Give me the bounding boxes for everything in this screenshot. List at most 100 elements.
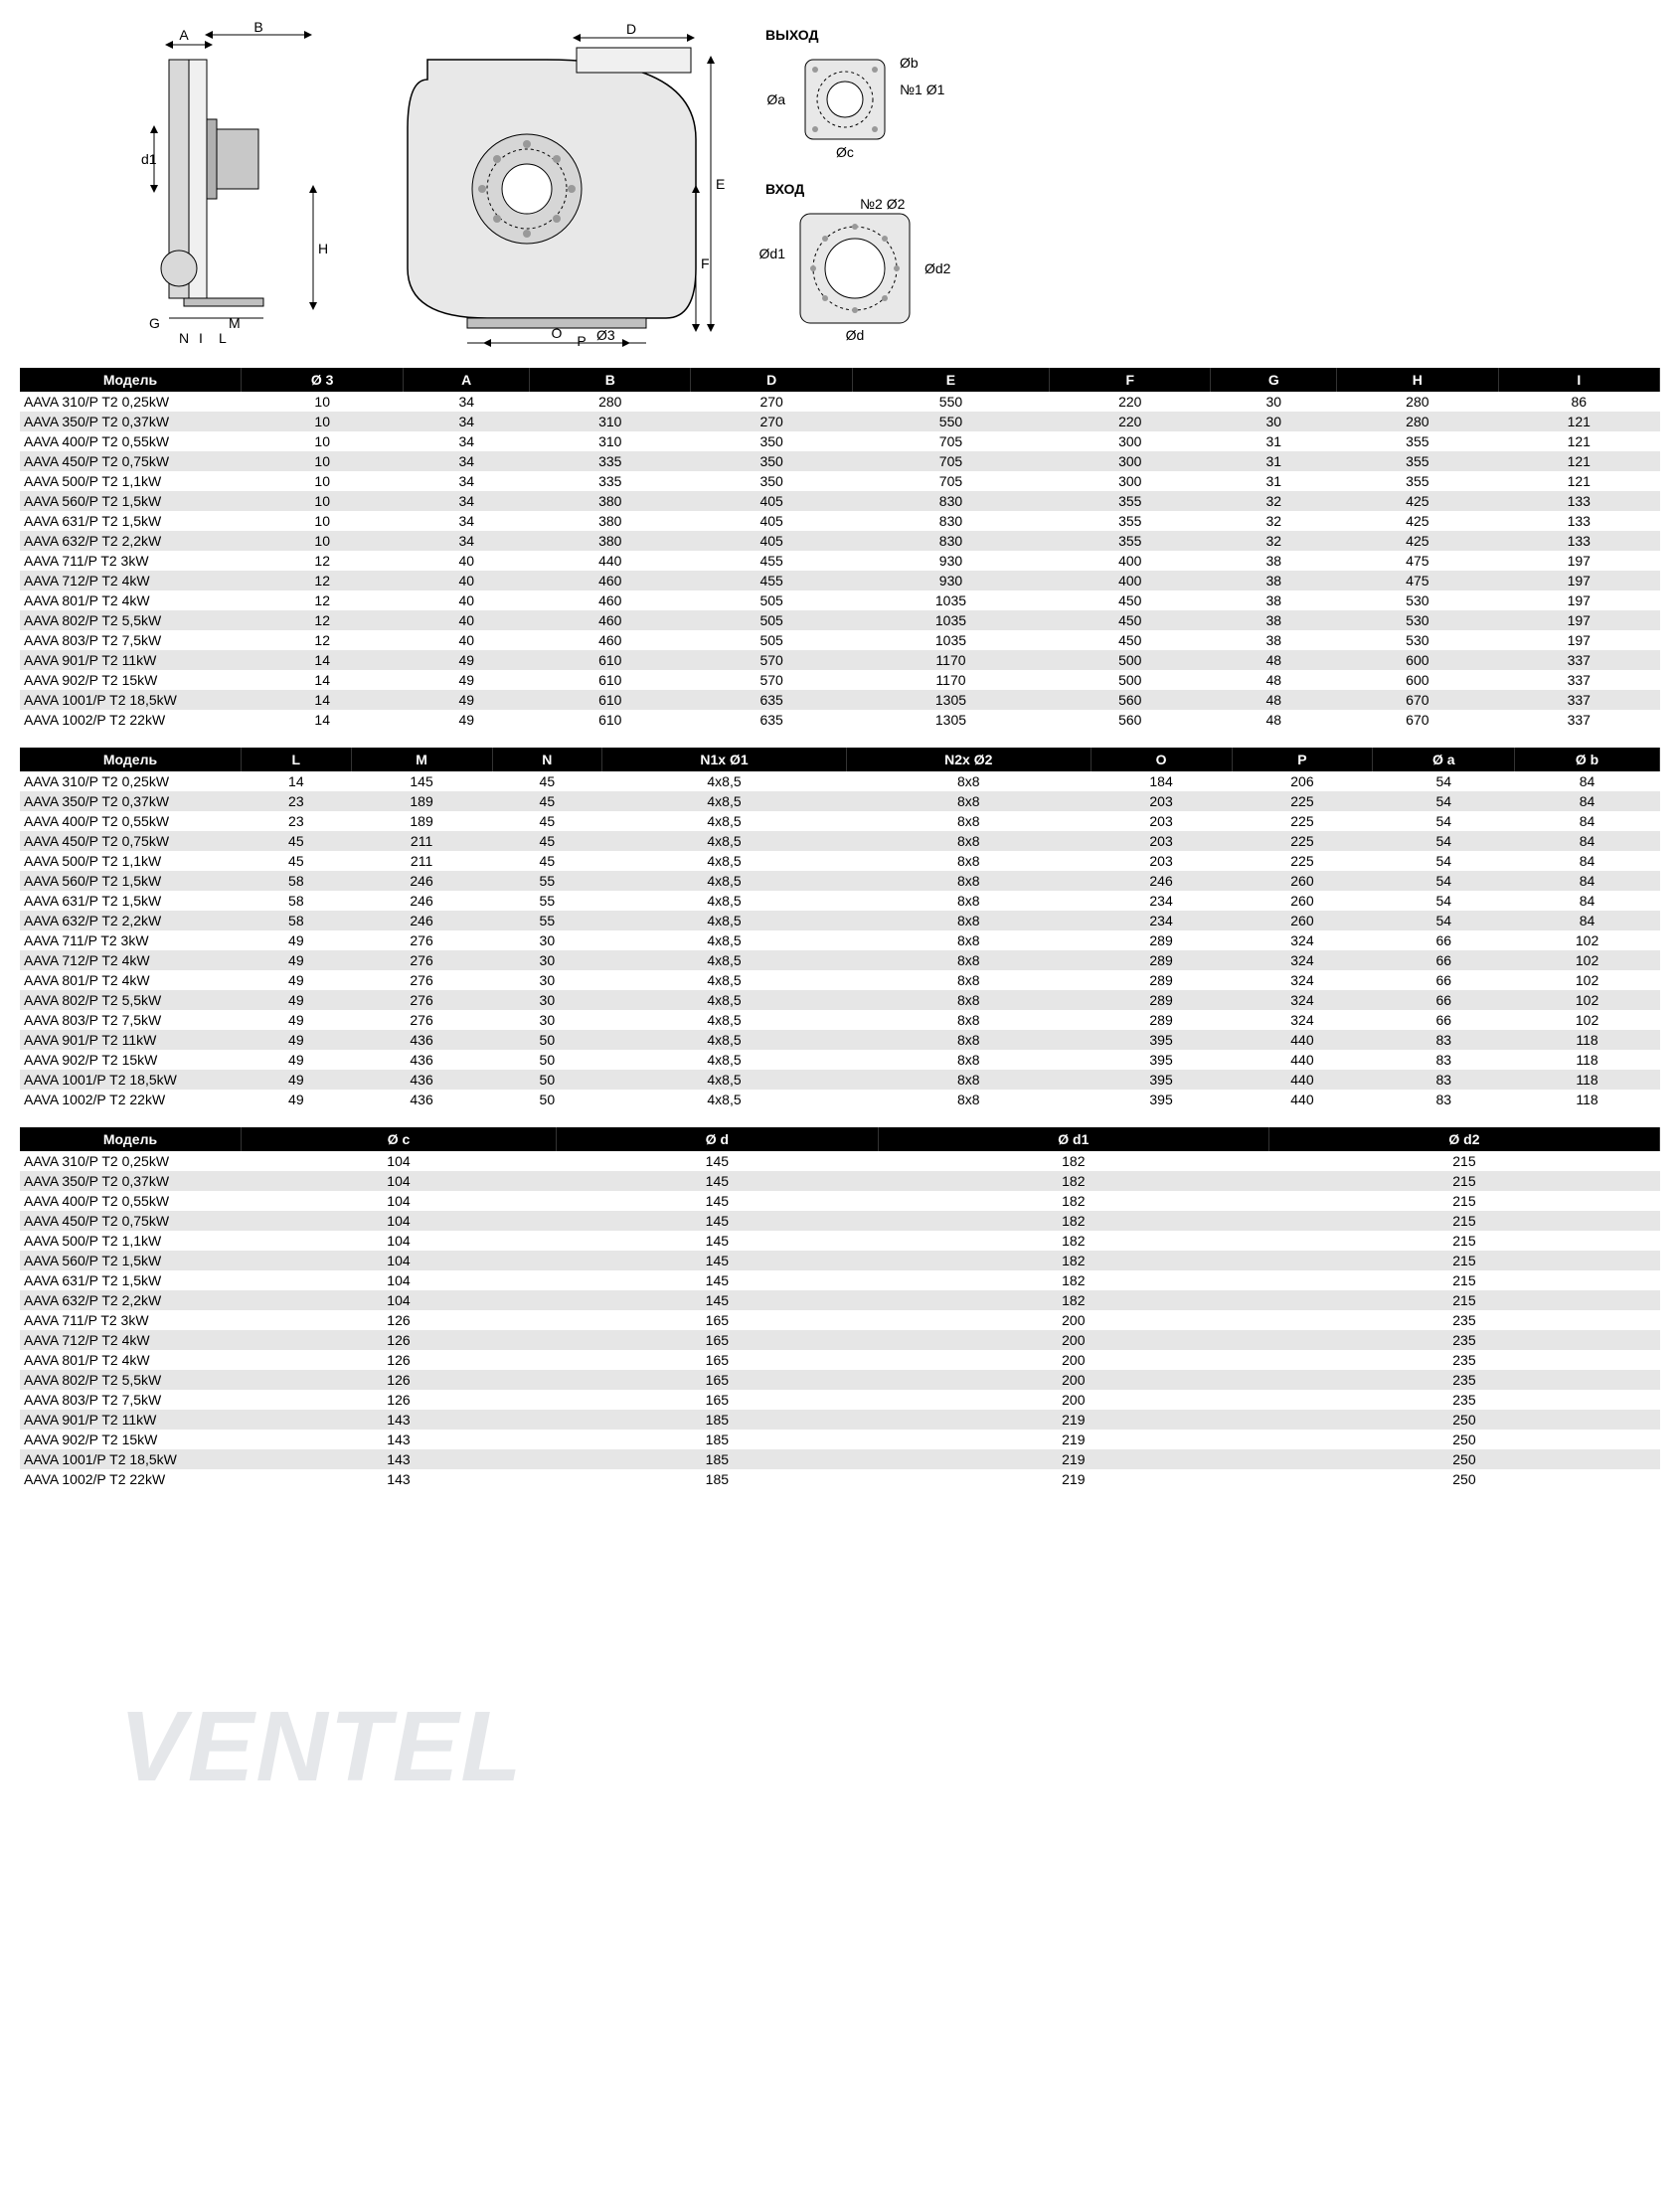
value-cell: 182	[878, 1251, 1268, 1270]
value-cell: 215	[1268, 1151, 1659, 1171]
value-cell: 14	[242, 710, 404, 730]
model-cell: AAVA 1001/P T2 18,5kW	[20, 690, 242, 710]
value-cell: 440	[1232, 1090, 1373, 1109]
model-cell: AAVA 712/P T2 4kW	[20, 1330, 242, 1350]
value-cell: 215	[1268, 1211, 1659, 1231]
svg-text:Øb: Øb	[900, 55, 919, 71]
table-row: AAVA 901/P T2 11kW49436504x8,58x83954408…	[20, 1030, 1660, 1050]
value-cell: 4x8,5	[602, 930, 847, 950]
value-cell: 211	[351, 831, 492, 851]
value-cell: 4x8,5	[602, 990, 847, 1010]
value-cell: 182	[878, 1211, 1268, 1231]
value-cell: 48	[1211, 670, 1337, 690]
value-cell: 215	[1268, 1270, 1659, 1290]
value-cell: 40	[404, 630, 530, 650]
value-cell: 219	[878, 1410, 1268, 1430]
value-cell: 34	[404, 491, 530, 511]
table-row: AAVA 350/P T2 0,37kW104145182215	[20, 1171, 1660, 1191]
value-cell: 49	[242, 1010, 352, 1030]
table-row: AAVA 1001/P T2 18,5kW1449610635130556048…	[20, 690, 1660, 710]
table-row: AAVA 631/P T2 1,5kW58246554x8,58x8234260…	[20, 891, 1660, 911]
value-cell: 4x8,5	[602, 791, 847, 811]
value-cell: 34	[404, 511, 530, 531]
value-cell: 289	[1091, 990, 1232, 1010]
value-cell: 324	[1232, 990, 1373, 1010]
value-cell: 38	[1211, 590, 1337, 610]
value-cell: 58	[242, 891, 352, 911]
value-cell: 49	[404, 670, 530, 690]
table-row: AAVA 711/P T2 3kW126165200235	[20, 1310, 1660, 1330]
value-cell: 1035	[852, 610, 1049, 630]
value-cell: 66	[1373, 950, 1515, 970]
value-cell: 310	[530, 412, 691, 431]
table-row: AAVA 632/P T2 2,2kW104145182215	[20, 1290, 1660, 1310]
value-cell: 49	[242, 930, 352, 950]
value-cell: 8x8	[846, 891, 1091, 911]
value-cell: 102	[1515, 970, 1660, 990]
value-cell: 395	[1091, 1050, 1232, 1070]
value-cell: 550	[852, 412, 1049, 431]
value-cell: 220	[1050, 412, 1211, 431]
value-cell: 165	[556, 1390, 878, 1410]
value-cell: 12	[242, 571, 404, 590]
value-cell: 450	[1050, 590, 1211, 610]
value-cell: 165	[556, 1330, 878, 1350]
model-cell: AAVA 560/P T2 1,5kW	[20, 1251, 242, 1270]
model-cell: AAVA 712/P T2 4kW	[20, 950, 242, 970]
value-cell: 66	[1373, 1010, 1515, 1030]
model-cell: AAVA 712/P T2 4kW	[20, 571, 242, 590]
svg-text:Ød1: Ød1	[759, 246, 786, 261]
value-cell: 45	[492, 851, 602, 871]
value-cell: 460	[530, 590, 691, 610]
table-row: AAVA 450/P T2 0,75kW104145182215	[20, 1211, 1660, 1231]
svg-text:M: M	[229, 315, 241, 331]
value-cell: 49	[242, 1070, 352, 1090]
value-cell: 505	[691, 590, 852, 610]
value-cell: 530	[1337, 590, 1498, 610]
table-row: AAVA 310/P T2 0,25kW10342802705502203028…	[20, 392, 1660, 412]
value-cell: 14	[242, 650, 404, 670]
value-cell: 54	[1373, 791, 1515, 811]
value-cell: 83	[1373, 1030, 1515, 1050]
value-cell: 8x8	[846, 1030, 1091, 1050]
model-cell: AAVA 400/P T2 0,55kW	[20, 811, 242, 831]
value-cell: 300	[1050, 471, 1211, 491]
value-cell: 45	[492, 811, 602, 831]
value-cell: 355	[1337, 431, 1498, 451]
column-header: I	[1498, 368, 1659, 392]
value-cell: 34	[404, 412, 530, 431]
value-cell: 570	[691, 650, 852, 670]
value-cell: 182	[878, 1171, 1268, 1191]
value-cell: 380	[530, 531, 691, 551]
value-cell: 200	[878, 1330, 1268, 1350]
column-header: Ø 3	[242, 368, 404, 392]
value-cell: 220	[1050, 392, 1211, 412]
column-header: N	[492, 748, 602, 771]
value-cell: 355	[1337, 471, 1498, 491]
table-row: AAVA 631/P T2 1,5kW103438040583035532425…	[20, 511, 1660, 531]
value-cell: 350	[691, 451, 852, 471]
value-cell: 8x8	[846, 871, 1091, 891]
value-cell: 405	[691, 531, 852, 551]
value-cell: 10	[242, 491, 404, 511]
value-cell: 54	[1373, 891, 1515, 911]
value-cell: 104	[242, 1270, 557, 1290]
value-cell: 8x8	[846, 950, 1091, 970]
value-cell: 200	[878, 1310, 1268, 1330]
table-row: AAVA 712/P T2 4kW12404604559304003847519…	[20, 571, 1660, 590]
value-cell: 380	[530, 491, 691, 511]
value-cell: 211	[351, 851, 492, 871]
value-cell: 38	[1211, 571, 1337, 590]
watermark: VENTEL	[119, 1690, 523, 1804]
model-cell: AAVA 711/P T2 3kW	[20, 1310, 242, 1330]
value-cell: 280	[1337, 392, 1498, 412]
table-row: AAVA 711/P T2 3kW49276304x8,58x828932466…	[20, 930, 1660, 950]
value-cell: 337	[1498, 710, 1659, 730]
value-cell: 23	[242, 811, 352, 831]
table-row: AAVA 803/P T2 7,5kW49276304x8,58x8289324…	[20, 1010, 1660, 1030]
value-cell: 50	[492, 1090, 602, 1109]
value-cell: 324	[1232, 930, 1373, 950]
svg-text:G: G	[149, 315, 160, 331]
value-cell: 355	[1050, 531, 1211, 551]
value-cell: 126	[242, 1390, 557, 1410]
